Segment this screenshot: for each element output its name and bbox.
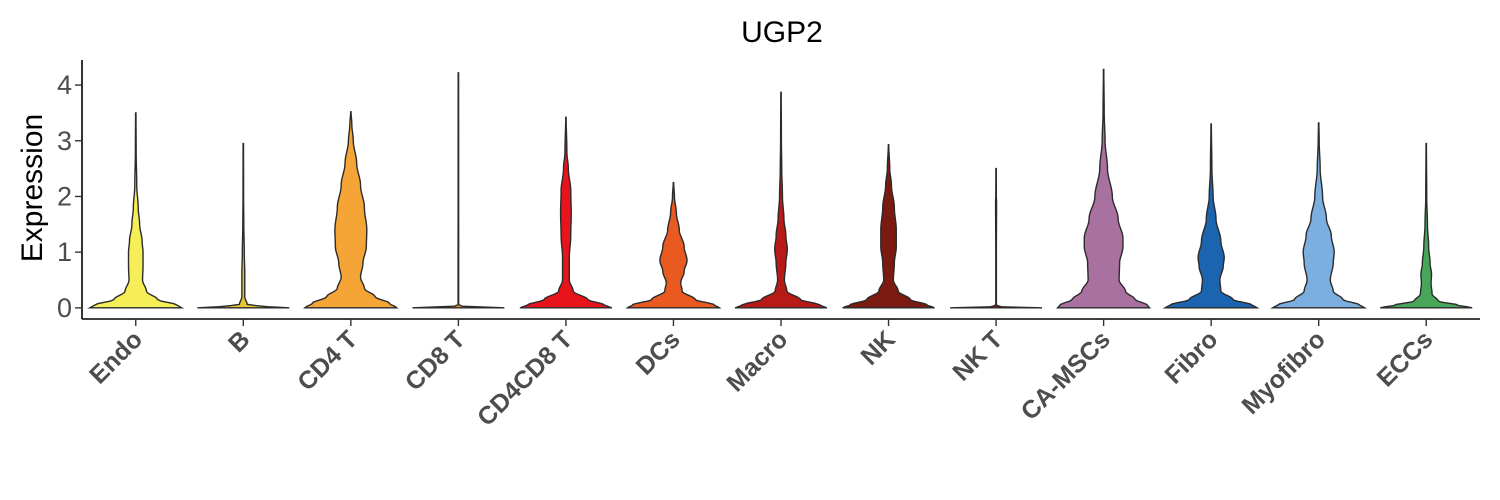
x-tick-label-cd4cd8-t: CD4CD8 T: [472, 325, 578, 431]
x-tick-label-nk: NK: [855, 325, 900, 370]
violin-eccs: [1380, 142, 1473, 309]
violin-cd8-t: [412, 72, 505, 309]
violin-myofibro: [1270, 122, 1368, 309]
violin-b: [197, 142, 290, 309]
x-tick-label-eccs: ECCs: [1372, 325, 1439, 392]
violin-nk: [842, 143, 935, 309]
x-axis: Endo B CD4 T CD8 T CD4CD8 T DCs Macro NK NK T CA-…: [82, 318, 1480, 432]
y-tick-label: 1: [57, 237, 72, 267]
violin-ca-mscs: [1056, 68, 1152, 309]
x-tick-label-dcs: DCs: [631, 325, 686, 380]
x-tick-label-myofibro: Myofibro: [1237, 325, 1331, 419]
y-tick-label: 4: [57, 70, 72, 100]
y-tick-label: 2: [57, 181, 72, 211]
x-tick-label-cd4-t: CD4 T: [292, 325, 363, 396]
x-tick-label-b: B: [223, 325, 256, 358]
x-tick-label-endo: Endo: [84, 325, 148, 389]
violin-endo: [87, 112, 185, 309]
violin-dcs: [625, 181, 722, 309]
x-tick-label-fibro: Fibro: [1159, 325, 1223, 389]
violin-macro: [734, 91, 828, 309]
y-tick-label: 0: [57, 293, 72, 323]
violin-cd4cd8-t: [519, 116, 613, 309]
x-tick-label-ca-mscs: CA-MSCs: [1016, 325, 1116, 425]
violin-nk-t: [950, 167, 1043, 309]
chart-title: UGP2: [741, 16, 823, 49]
x-tick-label-nk-t: NK T: [947, 325, 1008, 386]
x-tick-label-macro: Macro: [721, 325, 793, 397]
violin-group: [87, 68, 1473, 309]
x-tick-label-cd8-t: CD8 T: [400, 325, 471, 396]
y-axis-label: Expression: [16, 114, 49, 262]
y-axis: 0 1 2 3 4: [57, 60, 83, 323]
violin-cd4-t: [302, 111, 399, 309]
violin-fibro: [1162, 123, 1260, 309]
y-tick-label: 3: [57, 126, 72, 156]
